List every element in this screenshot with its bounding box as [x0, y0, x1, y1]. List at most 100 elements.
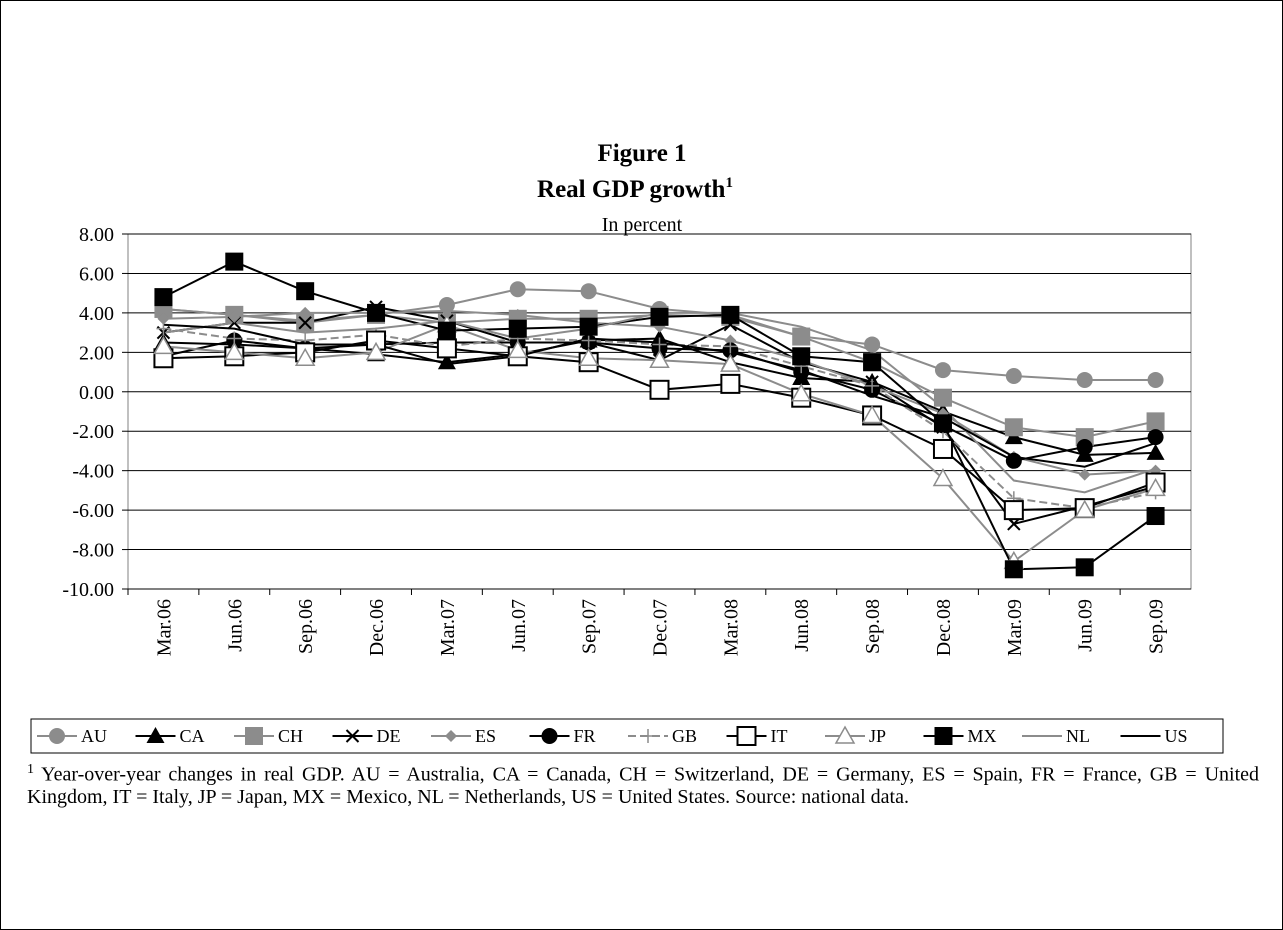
- legend-label: JP: [869, 726, 886, 746]
- marker: [436, 338, 457, 359]
- x-tick-label: Sep.08: [862, 599, 884, 654]
- marker: [153, 335, 174, 355]
- marker: [580, 283, 597, 300]
- x-tick-label: Dec.07: [650, 599, 672, 656]
- marker: [1004, 560, 1023, 579]
- legend-marker: [736, 726, 757, 746]
- marker: [1146, 412, 1165, 431]
- marker: [367, 303, 386, 322]
- legend-label: NL: [1066, 726, 1090, 746]
- x-tick-label: Jun.08: [791, 599, 813, 652]
- subtitle-text: Real GDP growth: [537, 176, 726, 203]
- legend-label: DE: [377, 726, 401, 746]
- marker: [649, 379, 670, 400]
- marker: [792, 347, 811, 366]
- legend-marker: [445, 730, 457, 742]
- legend-marker: [345, 729, 360, 743]
- x-tick-label: Jun.07: [508, 599, 530, 652]
- marker: [365, 341, 387, 361]
- y-tick-label: 6.00: [79, 263, 114, 285]
- marker: [298, 316, 312, 330]
- subtitle-footnote-mark: 1: [725, 175, 733, 191]
- marker: [723, 339, 738, 354]
- marker: [509, 281, 526, 298]
- marker: [437, 321, 456, 340]
- marker: [932, 438, 953, 459]
- x-tick-label: Sep.06: [295, 599, 317, 654]
- footnote-text: Year-over-year changes in real GDP. AU =…: [27, 763, 1260, 808]
- legend-label: CH: [278, 726, 303, 746]
- marker: [296, 282, 315, 301]
- marker: [720, 373, 741, 394]
- y-tick-label: 8.00: [79, 224, 114, 246]
- x-tick-label: Mar.07: [437, 599, 459, 656]
- marker: [154, 288, 173, 307]
- marker: [1003, 500, 1024, 521]
- marker: [507, 339, 529, 359]
- unit-label: In percent: [602, 214, 683, 236]
- marker: [720, 353, 741, 372]
- legend-marker: [834, 725, 856, 744]
- marker: [652, 337, 667, 352]
- legend-marker: [245, 727, 263, 745]
- x-tick-label: Jun.06: [224, 599, 246, 652]
- marker: [581, 333, 596, 348]
- y-tick-label: -10.00: [62, 579, 114, 601]
- legend-label: US: [1165, 726, 1188, 746]
- chart-subtitle: Real GDP growth1: [537, 175, 733, 203]
- marker: [437, 353, 456, 370]
- marker: [1076, 371, 1093, 388]
- marker: [934, 362, 951, 379]
- x-tick-label: Mar.08: [720, 599, 742, 656]
- legend-label: AU: [81, 726, 107, 746]
- marker: [790, 383, 812, 402]
- plot-area: [127, 233, 1192, 590]
- marker: [294, 347, 316, 366]
- marker: [649, 349, 670, 368]
- marker: [225, 252, 244, 271]
- marker: [1075, 558, 1094, 577]
- marker: [1078, 468, 1091, 481]
- marker: [1074, 499, 1095, 518]
- marker: [1147, 429, 1164, 446]
- x-tick-label: Jun.09: [1075, 599, 1097, 652]
- y-tick-label: 4.00: [79, 303, 114, 325]
- marker: [865, 378, 880, 393]
- marker: [224, 341, 245, 361]
- x-tick-label: Dec.08: [933, 599, 955, 656]
- marker: [1146, 443, 1165, 460]
- marker: [1005, 368, 1022, 384]
- marker: [511, 308, 524, 321]
- marker: [1147, 371, 1164, 388]
- marker: [1076, 439, 1093, 455]
- marker: [508, 319, 527, 338]
- x-tick-label: Mar.06: [153, 599, 175, 656]
- marker: [932, 468, 954, 487]
- x-tick-label: Dec.06: [366, 599, 388, 656]
- y-tick-label: -4.00: [72, 461, 114, 483]
- marker: [1145, 477, 1166, 497]
- marker: [933, 388, 952, 407]
- legend-marker: [641, 729, 655, 743]
- legend-label: IT: [771, 726, 788, 746]
- footnote: 1 Year-over-year changes in real GDP. AU…: [27, 759, 1259, 808]
- legend-marker: [934, 727, 953, 745]
- legend-label: CA: [180, 726, 205, 746]
- marker: [579, 317, 598, 336]
- y-tick-label: 2.00: [79, 342, 114, 364]
- marker: [228, 310, 241, 323]
- x-tick-label: Sep.07: [579, 599, 601, 654]
- marker: [933, 414, 952, 433]
- marker: [792, 327, 811, 346]
- marker: [157, 312, 170, 325]
- y-tick-label: -6.00: [72, 500, 114, 522]
- legend-label: ES: [475, 726, 496, 746]
- y-tick-label: -2.00: [72, 421, 114, 443]
- marker: [650, 307, 669, 326]
- legend-label: FR: [574, 726, 596, 746]
- y-tick-label: 0.00: [79, 382, 114, 404]
- x-tick-label: Mar.09: [1004, 599, 1026, 656]
- marker: [1146, 507, 1165, 526]
